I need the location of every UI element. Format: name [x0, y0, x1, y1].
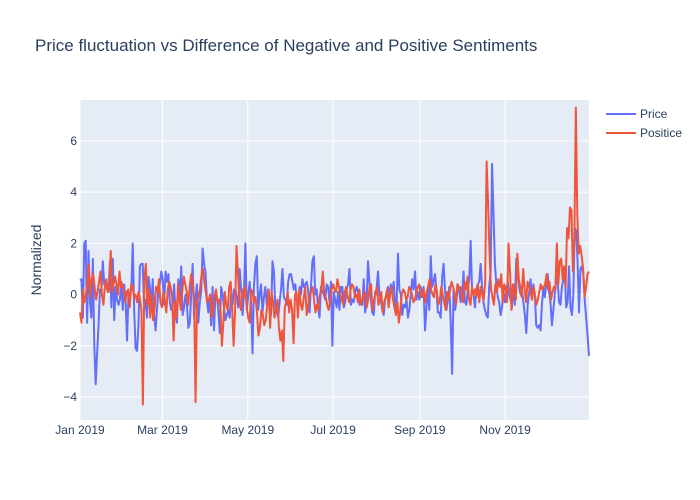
x-tick-label: Nov 2019 [479, 423, 531, 437]
series-line-price [79, 163, 590, 386]
y-tick-label: 2 [70, 236, 77, 250]
x-tick-label: Mar 2019 [137, 423, 188, 437]
legend[interactable]: Price Positice [606, 107, 682, 140]
y-tick-label: −2 [63, 339, 77, 353]
x-tick-label: Jan 2019 [55, 423, 105, 437]
x-gridlines [79, 100, 506, 420]
series-layer [79, 106, 590, 406]
x-tick-label: May 2019 [221, 423, 274, 437]
x-tick-labels: Jan 2019 Mar 2019 May 2019 Jul 2019 Sep 2019… [55, 423, 531, 437]
series-line-positice [79, 106, 590, 406]
legend-label: Positice [640, 126, 682, 140]
y-tick-label: 0 [70, 288, 77, 302]
y-tick-labels: −4 −2 0 2 4 6 [63, 134, 77, 404]
plot-area [80, 100, 589, 420]
x-tick-label: Jul 2019 [310, 423, 356, 437]
x-tick-label: Sep 2019 [394, 423, 446, 437]
y-tick-label: 4 [70, 185, 77, 199]
y-axis-title: Normalized [28, 225, 44, 296]
legend-item-price[interactable]: Price [606, 107, 668, 121]
y-tick-label: −4 [63, 390, 77, 404]
legend-label: Price [640, 107, 668, 121]
legend-item-positice[interactable]: Positice [606, 126, 682, 140]
y-tick-label: 6 [70, 134, 77, 148]
chart-title: Price fluctuation vs Difference of Negat… [35, 36, 537, 55]
